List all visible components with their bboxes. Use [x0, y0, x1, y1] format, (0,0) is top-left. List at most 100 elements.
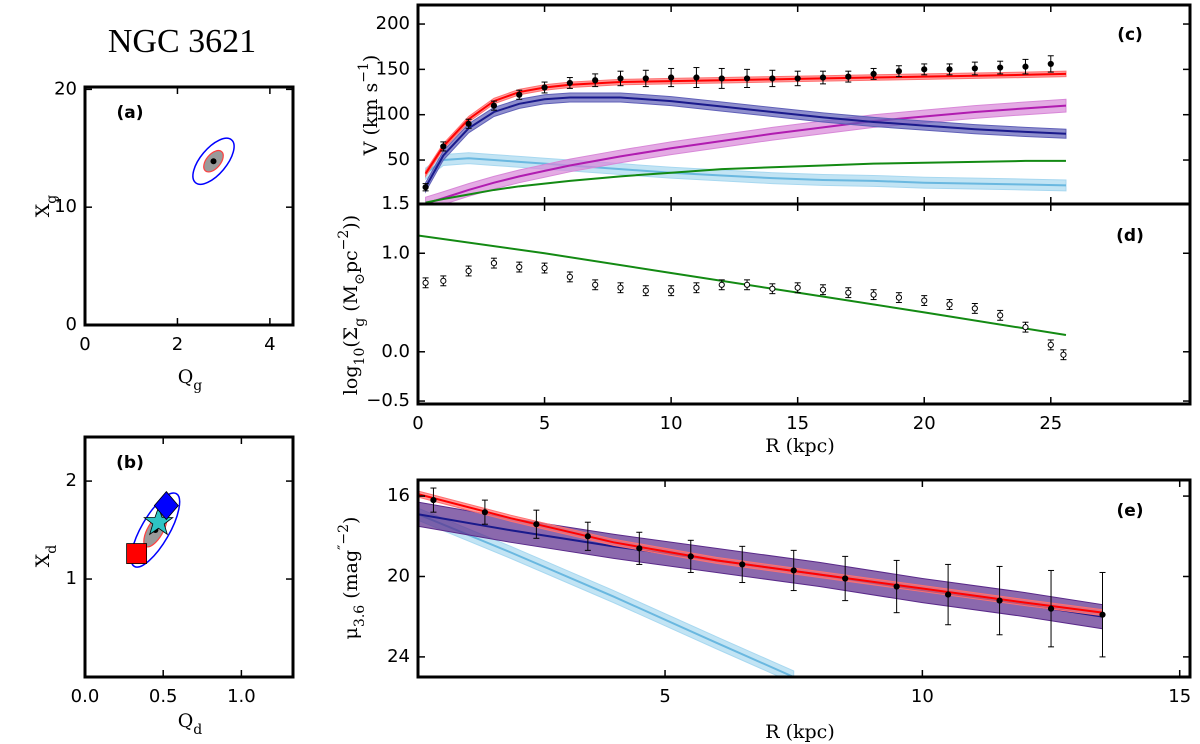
- data-point: [617, 75, 624, 82]
- data-point: [718, 75, 725, 82]
- panel-label: (e): [1116, 501, 1143, 521]
- y-tick-label: 10: [54, 196, 77, 217]
- panel: 5 10 15 16 20 24 R (kpc) μ3.6 (mag″−2) (e): [336, 478, 1192, 743]
- data-point: [1047, 341, 1054, 348]
- label-part: R (kpc): [765, 721, 835, 743]
- x-tick-label: 5: [539, 413, 550, 434]
- label-part: g: [193, 378, 202, 394]
- data-point: [819, 286, 827, 293]
- x-axis-label: Qg: [178, 366, 203, 394]
- data-point: [422, 279, 429, 286]
- data-point: [743, 281, 751, 288]
- data-point: [533, 521, 540, 528]
- model-line: [424, 96, 1067, 188]
- data-point: [541, 84, 548, 91]
- data-point: [971, 305, 978, 312]
- axes-frame: [83, 85, 295, 327]
- label-part: −1: [356, 62, 372, 83]
- panel: 50 100 150 200 V (km s−1) (c): [356, 3, 1192, 206]
- data-point: [465, 120, 472, 127]
- y-tick-label: 2: [66, 470, 77, 491]
- x-tick-label: 10: [660, 413, 683, 434]
- data-point: [592, 281, 599, 288]
- contour-outer: [192, 137, 235, 185]
- data-point: [636, 545, 643, 552]
- data-point: [440, 277, 447, 284]
- plot-area: [418, 234, 1067, 361]
- data-point: [842, 575, 849, 582]
- y-tick-label: −0.5: [366, 390, 410, 411]
- data-point: [718, 281, 725, 288]
- plot-area: [418, 487, 1106, 677]
- label-part: ″−2: [336, 524, 352, 550]
- data-point: [1099, 611, 1106, 618]
- y-tick-label: 20: [54, 78, 77, 99]
- data-point: [819, 74, 827, 81]
- panel-label: (d): [1116, 226, 1144, 246]
- y-tick-label: 1.5: [381, 193, 410, 214]
- label-part: d: [193, 722, 202, 738]
- label-part: ⊙: [352, 273, 368, 285]
- data-point: [693, 74, 700, 81]
- data-point: [668, 287, 675, 294]
- data-point: [1047, 605, 1055, 612]
- data-point: [1022, 324, 1029, 331]
- data-point: [422, 184, 429, 191]
- data-point: [516, 91, 523, 98]
- axes-frame: [416, 202, 1192, 406]
- marker-diamond: [153, 490, 179, 521]
- x-tick-label: 25: [1039, 413, 1062, 434]
- y-tick-label: 1.0: [381, 242, 410, 263]
- x-tick-label: 0: [79, 334, 90, 355]
- data-point: [490, 102, 498, 109]
- label-part: log: [340, 365, 362, 395]
- label-part: d: [44, 545, 60, 554]
- label-part: μ: [340, 627, 362, 639]
- y-tick-label: 24: [387, 646, 410, 667]
- y-tick-label: 0: [66, 314, 77, 335]
- x-axis-label: R (kpc): [765, 435, 835, 457]
- data-point: [481, 509, 489, 516]
- data-point: [870, 291, 877, 298]
- marker-square: [126, 543, 148, 564]
- x-tick-label: 4: [264, 334, 275, 355]
- data-point: [1047, 60, 1054, 68]
- y-tick-label: 150: [376, 58, 410, 79]
- data-point: [845, 289, 852, 296]
- data-point: [996, 597, 1003, 604]
- x-tick-label: 0.0: [71, 686, 100, 707]
- y-axis-label: Xd: [32, 545, 60, 568]
- data-point: [921, 66, 928, 73]
- y-tick-label: 20: [387, 565, 410, 586]
- label-part: (M: [340, 285, 362, 318]
- data-point: [739, 561, 746, 568]
- data-point: [687, 553, 694, 560]
- panel-label: (b): [116, 453, 144, 473]
- data-point: [642, 75, 649, 82]
- model-line: [425, 159, 1066, 204]
- data-point: [430, 497, 437, 504]
- x-axis-label: Qd: [178, 710, 203, 738]
- contour-outer: [130, 492, 181, 568]
- label-part: (Σ: [340, 327, 362, 348]
- model-line: [418, 493, 1103, 614]
- data-point: [440, 143, 447, 150]
- x-tick-label: 0.5: [149, 686, 178, 707]
- panel: 0 5 10 15 20 25−0.50.01.01.5R (kpc)log10(Σg (…: [336, 193, 1192, 457]
- label-part: )): [340, 215, 362, 230]
- y-tick-label: 200: [376, 13, 410, 34]
- label-part: pc: [340, 250, 362, 273]
- y-axis-label: V (km s−1): [356, 55, 382, 157]
- axes-frame: [416, 478, 1192, 679]
- x-tick-label: 15: [1168, 686, 1191, 707]
- panel-label: (c): [1117, 25, 1143, 45]
- data-point: [668, 74, 675, 81]
- data-point: [895, 68, 903, 75]
- data-point: [870, 70, 877, 78]
- label-part: (mag: [340, 550, 362, 605]
- label-part: R (kpc): [765, 435, 835, 457]
- x-axis-label: R (kpc): [765, 721, 835, 743]
- x-tick-label: 0: [412, 413, 423, 434]
